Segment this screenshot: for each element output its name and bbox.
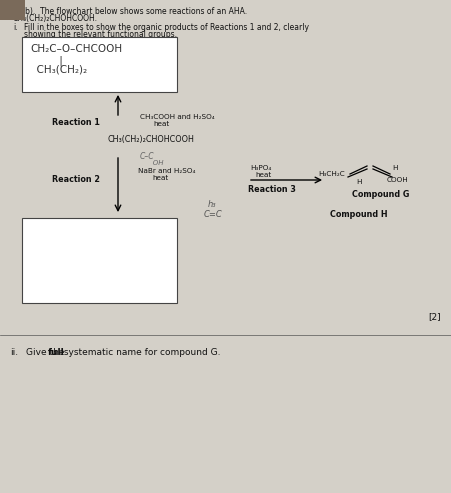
Text: COOH: COOH	[387, 177, 409, 183]
Text: h₃: h₃	[208, 200, 216, 209]
Text: CH₃COOH and H₂SO₄: CH₃COOH and H₂SO₄	[140, 114, 215, 120]
Text: H: H	[356, 179, 362, 185]
Text: Compound G: Compound G	[352, 190, 410, 199]
Text: CH₃(CH₂)₂: CH₃(CH₂)₂	[30, 64, 87, 74]
Text: NaBr and H₂SO₄: NaBr and H₂SO₄	[138, 168, 195, 174]
Text: ii.: ii.	[10, 348, 18, 357]
Bar	[22, 218, 177, 303]
Text: CH₂C–O–CHCOOH: CH₂C–O–CHCOOH	[30, 44, 122, 54]
Text: [2]: [2]	[428, 312, 441, 321]
Text: Compound H: Compound H	[330, 210, 387, 219]
Text: H: H	[392, 165, 397, 171]
Text: i.: i.	[13, 23, 18, 32]
Text: C–C: C–C	[140, 152, 155, 161]
Text: heat: heat	[153, 121, 169, 127]
Text: CH₃(CH₂)₂CHOHCOOH: CH₃(CH₂)₂CHOHCOOH	[108, 135, 195, 144]
Text: C=C: C=C	[204, 210, 223, 219]
Bar	[22, 37, 177, 92]
Text: |: |	[30, 55, 63, 66]
Text: heat: heat	[152, 175, 168, 181]
Text: (b).  The flowchart below shows some reactions of an AHA.: (b). The flowchart below shows some reac…	[22, 7, 247, 16]
Text: Give the: Give the	[26, 348, 67, 357]
Text: H₃PO₄: H₃PO₄	[250, 165, 272, 171]
Text: OH: OH	[146, 160, 164, 166]
Text: CH₃(CH₂)₂CHOHCOOH.: CH₃(CH₂)₂CHOHCOOH.	[13, 14, 98, 23]
Text: Reaction 3: Reaction 3	[248, 185, 296, 194]
Text: H₃CH₂C: H₃CH₂C	[318, 171, 345, 177]
Text: Reaction 1: Reaction 1	[52, 118, 100, 127]
Text: systematic name for compound G.: systematic name for compound G.	[61, 348, 221, 357]
Bar	[0, 0, 25, 20]
Text: full: full	[48, 348, 65, 357]
Text: Fill in the boxes to show the organic products of Reactions 1 and 2, clearly: Fill in the boxes to show the organic pr…	[24, 23, 309, 32]
Text: showing the relevant functional groups.: showing the relevant functional groups.	[24, 30, 177, 39]
Text: Reaction 2: Reaction 2	[52, 175, 100, 184]
Text: heat: heat	[255, 172, 271, 178]
